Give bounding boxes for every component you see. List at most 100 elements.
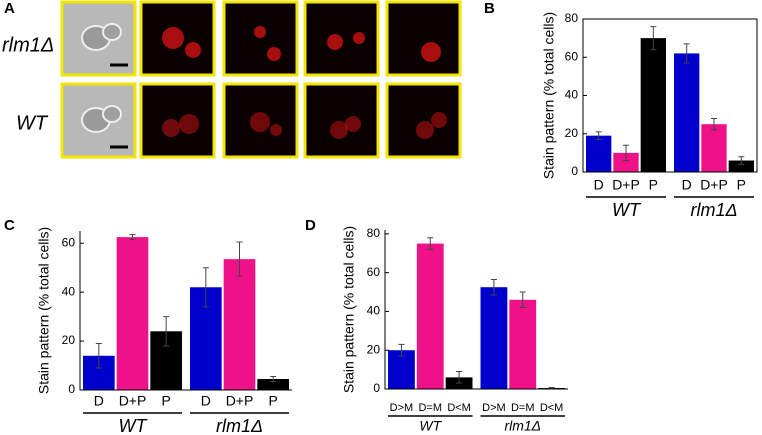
stain [270, 124, 282, 136]
y-tick-label: 20 [367, 342, 381, 356]
error-bar [129, 234, 136, 241]
group-label: WT [119, 416, 149, 435]
y-axis-label: Stain pattern (% total cells) [541, 12, 557, 179]
bar [728, 160, 754, 172]
stain [421, 42, 441, 62]
stain [250, 112, 270, 132]
stain [179, 114, 199, 134]
category-label: D+P [700, 177, 728, 193]
bar [480, 287, 508, 389]
group-label: rlm1Δ [504, 418, 541, 434]
y-tick-label: 80 [565, 11, 579, 25]
micrographs [60, 0, 462, 159]
micrograph-frame [139, 82, 216, 159]
micrograph-frame [303, 0, 380, 77]
category-label: P [268, 393, 277, 409]
micrograph-frame [385, 82, 462, 159]
stain [162, 119, 180, 137]
micrograph-frame [385, 0, 462, 77]
axes [79, 231, 292, 391]
error-bar [427, 237, 434, 250]
category-label: P [649, 177, 658, 193]
y-tick-label: 40 [62, 284, 76, 298]
category-label: D [201, 393, 211, 409]
y-tick-label: 0 [373, 381, 380, 395]
category-label: D=M [511, 402, 535, 414]
row-label: WT [16, 112, 49, 134]
error-bar [595, 131, 602, 140]
bar [509, 299, 537, 389]
error-bar [163, 316, 170, 347]
stain [327, 34, 343, 50]
stain [431, 112, 447, 128]
stain [353, 32, 365, 44]
category-label: D+P [119, 393, 147, 409]
micrograph-frame [60, 0, 137, 77]
error-bar [623, 144, 629, 162]
stain [330, 121, 348, 139]
bar [613, 152, 639, 172]
y-tick-label: 40 [565, 88, 579, 102]
category-label: P [161, 393, 170, 409]
category-label: D [594, 177, 604, 193]
category-label: D>M [482, 402, 506, 414]
y-tick-label: 40 [367, 304, 381, 318]
plot-frame [582, 18, 758, 173]
error-bar [202, 267, 209, 308]
category-label: D [94, 393, 104, 409]
cell [102, 105, 122, 123]
category-label: D+P [226, 393, 254, 409]
group-label: WT [612, 200, 642, 220]
row-label: rlm1Δ [2, 34, 54, 56]
error-bar [490, 278, 497, 296]
bar [257, 378, 289, 390]
group-label: rlm1Δ [216, 416, 263, 435]
micrograph-frame [222, 0, 299, 77]
bar [416, 243, 444, 389]
error-bar [398, 343, 405, 357]
y-tick-label: 60 [565, 49, 579, 63]
category-label: D<M [447, 402, 471, 414]
group-label: rlm1Δ [690, 200, 737, 220]
stain [162, 27, 184, 49]
y-axis-label: Stain pattern (% total cells) [341, 226, 357, 393]
error-bar [95, 343, 102, 369]
y-axis-label: Stain pattern (% total cells) [36, 227, 52, 394]
y-tick-label: 60 [62, 235, 76, 249]
error-bar [236, 241, 243, 277]
category-label: D>M [390, 402, 414, 414]
stain [416, 121, 434, 139]
micrograph-frame [60, 82, 137, 159]
stain [254, 26, 266, 38]
category-label: D<M [540, 402, 564, 414]
y-tick-label: 80 [367, 226, 381, 240]
panel-label: D [305, 217, 316, 234]
error-bar [650, 26, 657, 51]
panel-label: C [4, 217, 15, 234]
bar [586, 135, 612, 172]
y-tick-label: 20 [62, 333, 76, 347]
bar [223, 259, 256, 390]
cell [102, 23, 122, 41]
panel-label: B [484, 0, 495, 17]
bar [388, 350, 415, 389]
group-label: WT [419, 418, 442, 434]
micrograph-frame [303, 82, 380, 159]
stain [267, 47, 281, 61]
error-bar [738, 156, 745, 165]
bar [701, 124, 727, 172]
bar [640, 38, 666, 172]
error-bar [270, 376, 277, 382]
error-bar [519, 291, 526, 309]
bar [116, 237, 149, 390]
category-label: D [682, 177, 692, 193]
stain [185, 42, 201, 58]
error-bar [711, 117, 717, 131]
category-label: D=M [418, 402, 442, 414]
y-tick-label: 20 [565, 126, 579, 140]
y-tick-label: 0 [68, 382, 75, 396]
error-bar [456, 371, 463, 384]
category-label: D+P [612, 177, 640, 193]
y-tick-label: 0 [571, 164, 578, 178]
stain [345, 116, 361, 132]
